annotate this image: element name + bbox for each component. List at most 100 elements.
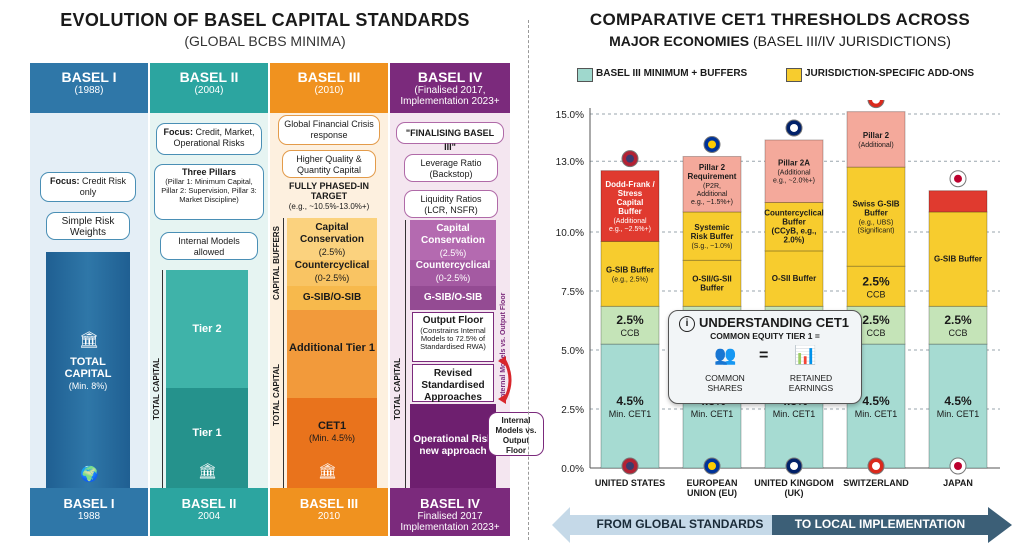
- basel4-countercyclical: Countercyclical (0-2.5%): [410, 260, 496, 286]
- y-tick-label: 5.0%: [561, 346, 584, 357]
- basel3-cet1: CET1 (Min. 4.5%): [287, 398, 377, 488]
- segment-label-sub: (Additional: [777, 170, 811, 177]
- data-label: 2.5%: [862, 274, 890, 288]
- y-tick-label: 10.0%: [556, 228, 584, 239]
- segment-label: Pillar 2: [699, 163, 726, 172]
- understanding-cet1-box: i UNDERSTANDING CET1 COMMON EQUITY TIER …: [668, 310, 862, 404]
- basel3-bracket: [283, 218, 287, 488]
- segment-label: O-SII/G-SII: [692, 274, 732, 283]
- segment-label-sub: e.g., ~2.0%+): [773, 178, 815, 185]
- common-shares-label: COMMON SHARES: [705, 373, 745, 393]
- legend-label-base: BASEL III MINIMUM + BUFFERS: [596, 68, 748, 79]
- legend-swatch-base: [577, 68, 593, 82]
- category-label: UNITED STATES: [594, 478, 666, 488]
- y-tick-label: 7.5%: [561, 287, 584, 298]
- basel2-total-capital-label: TOTAL CAPITAL: [152, 357, 161, 420]
- basel1-footer: BASEL I 1988: [30, 488, 148, 536]
- bank-icon: 🏛: [79, 332, 100, 349]
- basel2-focus-bubble: Focus: Credit, Market, Operational Risks: [156, 123, 262, 155]
- bar-segment: [764, 139, 824, 203]
- basel4-finalising-bubble: "FINALISING BASEL III": [396, 122, 504, 152]
- segment-label-sub: (e.g., UBS): [859, 220, 894, 227]
- basel1-header: BASEL I (1988): [30, 63, 148, 113]
- legend-swatch-addon: [786, 68, 802, 82]
- segment-label-sub: (P2R,: [703, 183, 721, 190]
- segment-label-sub: (e.g., 2.5%): [612, 276, 648, 283]
- basel2-footer: BASEL II 2004: [150, 488, 268, 536]
- segment-label: (CCyB, e.g.,: [772, 227, 817, 236]
- globe-icon: 🌍: [80, 466, 99, 483]
- basel4-total-capital-label: TOTAL CAPITAL: [393, 357, 402, 420]
- bar-segment: [682, 259, 742, 307]
- left-title: EVOLUTION OF BASEL CAPITAL STANDARDS: [60, 10, 470, 30]
- y-tick-label: 2.5%: [561, 405, 584, 416]
- basel4-bracket: [405, 220, 409, 488]
- segment-label: Requirement: [688, 172, 737, 181]
- segment-label: Buffer: [782, 218, 806, 227]
- right-title: COMPARATIVE CET1 THRESHOLDS ACROSS: [589, 10, 971, 29]
- segment-label: Systemic: [694, 223, 730, 232]
- category-label: EUROPEAN UNION (EU): [686, 478, 738, 498]
- banner-arrow: [552, 507, 1012, 543]
- understanding-title: UNDERSTANDING CET1: [699, 315, 849, 330]
- basel2-tier1-block: Tier 1: [166, 388, 248, 488]
- bar-segment: [928, 305, 988, 345]
- segment-label: Pillar 2A: [778, 159, 810, 168]
- flag-icon-center: [626, 462, 634, 470]
- basel1-total-bar: [46, 252, 130, 488]
- data-label-sub: Min. CET1: [691, 409, 734, 419]
- segment-label: G-SIB Buffer: [606, 265, 654, 274]
- data-label-sub: CCB: [948, 328, 967, 338]
- data-label: 4.5%: [862, 394, 890, 408]
- equals-sign: =: [759, 347, 769, 364]
- bar-segment: [682, 155, 742, 213]
- basel3-total-capital-label: TOTAL CAPITAL: [272, 363, 281, 426]
- double-arrow-icon: [498, 356, 512, 404]
- flag-icon-center: [708, 462, 716, 470]
- panel-divider: [528, 20, 529, 540]
- segment-label: 2.0%): [784, 236, 805, 245]
- flag-icon-center: [790, 462, 798, 470]
- basel1-total-label: TOTAL CAPITAL (Min. 8%): [64, 356, 112, 391]
- info-icon: i: [679, 316, 695, 332]
- bar-segment: [846, 265, 906, 307]
- data-label-sub: Min. CET1: [609, 409, 652, 419]
- basel4-output-floor: Output Floor (Constrains Internal Models …: [412, 312, 494, 362]
- legend-label-addon: JURISDICTION-SPECIFIC ADD-ONS: [805, 68, 975, 79]
- basel4-internal-callout: Internal Models vs. Output Floor: [488, 412, 544, 456]
- bar-segment: [928, 190, 988, 213]
- data-label-sub: CCB: [620, 328, 639, 338]
- segment-label: Swiss G-SIB: [852, 200, 899, 209]
- people-icon: 👥: [714, 345, 737, 365]
- data-label: 2.5%: [944, 313, 972, 327]
- bar-segment: [764, 202, 824, 252]
- segment-label-sub: e.g., ~1.5%+): [691, 199, 733, 206]
- flag-icon: [867, 100, 885, 109]
- data-label: 2.5%: [616, 313, 644, 327]
- retained-earnings-label: RETAINED EARNINGS: [788, 373, 834, 393]
- basel4-leverage-bubble: Leverage Ratio (Backstop): [404, 154, 498, 182]
- segment-label: Risk Buffer: [691, 232, 734, 241]
- basel4-liquidity-bubble: Liquidity Ratios (LCR, NSFR): [404, 190, 498, 218]
- basel4-oprisk: Operational Risk new approach: [410, 404, 496, 488]
- left-subtitle: (GLOBAL BCBS MINIMA): [184, 33, 346, 49]
- right-title-line2: MAJOR ECONOMIES (BASEL III/IV JURISDICTI…: [609, 33, 951, 49]
- segment-label: Stress: [618, 189, 643, 198]
- basel3-additional-tier1: Additional Tier 1: [287, 310, 377, 398]
- flag-icon-center: [954, 174, 962, 183]
- understanding-subtitle: COMMON EQUITY TIER 1 =: [710, 331, 820, 341]
- y-tick-label: 13.0%: [556, 157, 584, 168]
- data-label-sub: CCB: [866, 328, 885, 338]
- category-label: SWITZERLAND: [843, 478, 909, 488]
- bar-segment: [600, 240, 660, 307]
- basel2-internal-bubble: Internal Models allowed: [160, 232, 258, 260]
- data-label: 2.5%: [862, 313, 890, 327]
- bar-segment: [600, 343, 660, 469]
- segment-label-sub: (Additional): [858, 142, 893, 149]
- basel2-bracket: [162, 270, 166, 488]
- basel3-capital-conservation: Capital Conservation (2.5%): [287, 218, 377, 260]
- segment-label: Buffer: [864, 209, 888, 218]
- segment-label: Countercyclical: [764, 209, 824, 218]
- basel4-header: BASEL IV (Finalised 2017, Implementation …: [390, 63, 510, 113]
- data-label-sub: Min. CET1: [937, 409, 980, 419]
